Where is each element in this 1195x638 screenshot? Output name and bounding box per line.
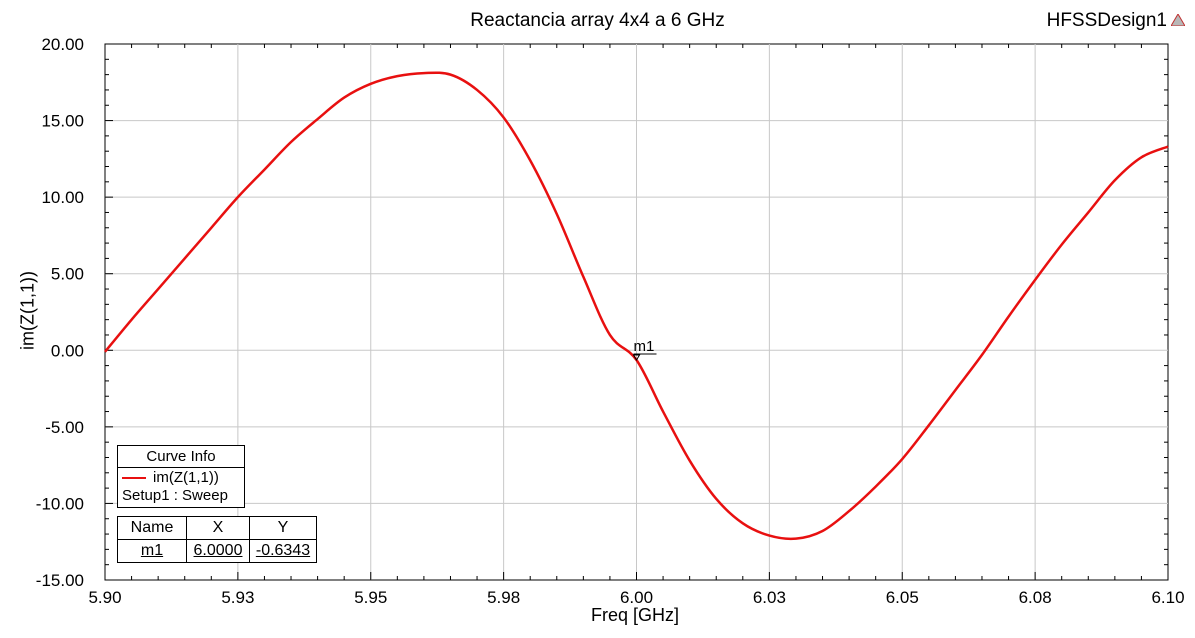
marker-table[interactable]: Name X Y m1 6.0000 -0.6343 bbox=[117, 516, 317, 563]
marker-table-header: Name X Y bbox=[117, 516, 317, 540]
y-tick-label: 5.00 bbox=[51, 265, 84, 284]
x-tick-label: 5.98 bbox=[487, 588, 520, 607]
design-name: HFSSDesign1 bbox=[1046, 10, 1167, 31]
axes: 5.90 5.93 5.95 5.98 6.00 6.03 6.05 6.08 6.10 -15.… bbox=[36, 35, 1185, 607]
marker-col-y: Y bbox=[249, 516, 317, 540]
marker-row[interactable]: m1 6.0000 -0.6343 bbox=[117, 539, 317, 563]
x-axis-label: Freq [GHz] bbox=[590, 605, 679, 625]
marker-y-cell: -0.6343 bbox=[249, 539, 317, 563]
legend-trace-name: im(Z(1,1)) bbox=[153, 469, 219, 486]
legend-swatch bbox=[122, 477, 146, 479]
y-tick-label: 15.00 bbox=[41, 112, 84, 131]
y-tick-label: 0.00 bbox=[51, 341, 84, 360]
x-tick-label: 5.90 bbox=[88, 588, 121, 607]
y-tick-label: -15.00 bbox=[36, 571, 84, 590]
y-tick-label: 20.00 bbox=[41, 35, 84, 54]
x-tick-label: 6.00 bbox=[620, 588, 653, 607]
x-tick-label: 5.95 bbox=[354, 588, 387, 607]
x-tick-label: 6.10 bbox=[1151, 588, 1184, 607]
marker-triangle bbox=[632, 354, 641, 361]
hfss-logo-icon bbox=[1171, 14, 1185, 26]
legend-setup: Setup1 : Sweep bbox=[122, 487, 228, 504]
chart-title: Reactancia array 4x4 a 6 GHz bbox=[470, 10, 725, 31]
y-tick-label: -10.00 bbox=[36, 494, 84, 513]
x-tick-label: 6.03 bbox=[753, 588, 786, 607]
legend-entry[interactable]: im(Z(1,1)) bbox=[118, 468, 244, 487]
curve-info-header: Curve Info bbox=[118, 446, 244, 468]
marker-x-cell: 6.0000 bbox=[186, 539, 250, 563]
y-tick-label: -5.00 bbox=[45, 418, 84, 437]
x-tick-label: 6.05 bbox=[886, 588, 919, 607]
marker-col-x: X bbox=[186, 516, 250, 540]
y-tick-label: 10.00 bbox=[41, 188, 84, 207]
marker-layer: m1 bbox=[632, 338, 657, 361]
marker-label: m1 bbox=[634, 338, 655, 355]
curve-info-legend[interactable]: Curve Info im(Z(1,1)) Setup1 : Sweep bbox=[117, 445, 245, 508]
marker-name-cell: m1 bbox=[117, 539, 187, 563]
y-axis-label: im(Z(1,1)) bbox=[17, 271, 38, 350]
x-tick-label: 5.93 bbox=[221, 588, 254, 607]
x-tick-label: 6.08 bbox=[1019, 588, 1052, 607]
marker-col-name: Name bbox=[117, 516, 187, 540]
